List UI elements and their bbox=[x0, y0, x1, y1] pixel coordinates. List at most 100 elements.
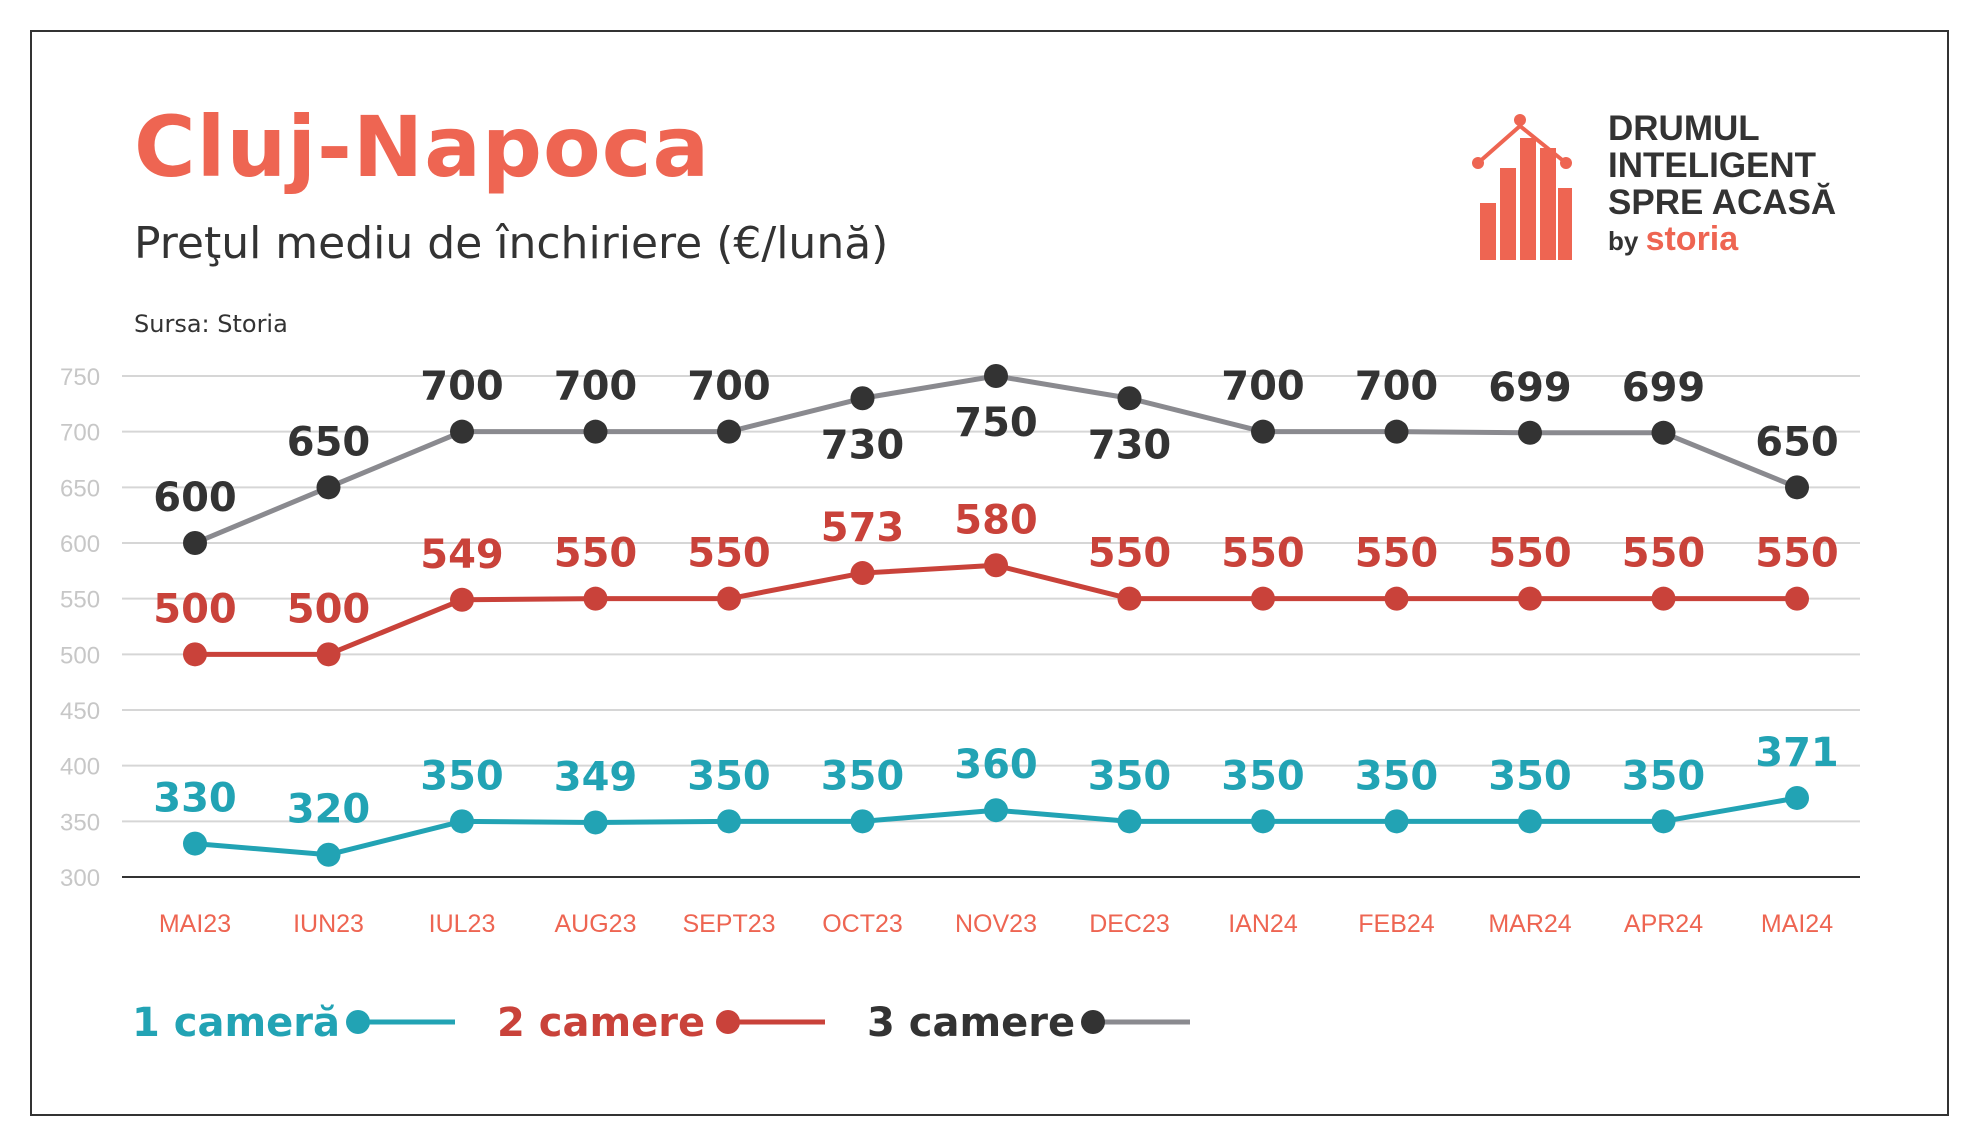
y-tick-label: 450 bbox=[60, 698, 100, 725]
legend-label: 2 camere bbox=[497, 1000, 705, 1046]
data-point bbox=[1518, 420, 1542, 445]
data-label: 650 bbox=[1755, 419, 1839, 465]
data-point bbox=[183, 642, 207, 667]
page-title: Cluj-Napoca bbox=[134, 98, 711, 196]
data-label: 750 bbox=[954, 400, 1038, 446]
data-label: 700 bbox=[554, 364, 638, 410]
data-point bbox=[316, 642, 341, 667]
data-label: 730 bbox=[821, 422, 905, 468]
data-label: 700 bbox=[420, 364, 504, 410]
x-tick-label: IAN24 bbox=[1228, 910, 1298, 938]
data-point bbox=[1251, 586, 1275, 611]
data-label: 350 bbox=[1355, 753, 1439, 799]
legend-label: 1 cameră bbox=[132, 1000, 340, 1046]
y-tick-label: 750 bbox=[60, 364, 100, 391]
x-tick-label: MAR24 bbox=[1488, 910, 1571, 938]
data-point bbox=[1651, 586, 1676, 611]
data-point bbox=[183, 831, 207, 856]
data-point bbox=[850, 386, 875, 411]
x-tick-label: NOV23 bbox=[955, 910, 1037, 938]
data-label: 550 bbox=[1355, 531, 1439, 577]
data-point bbox=[1117, 386, 1142, 411]
y-tick-label: 500 bbox=[60, 642, 100, 669]
source-note: Sursa: Storia bbox=[134, 310, 288, 338]
data-point bbox=[1384, 809, 1409, 834]
y-tick-label: 300 bbox=[60, 865, 100, 892]
data-point bbox=[450, 587, 474, 612]
series-line-2 bbox=[195, 562, 1797, 657]
data-label: 350 bbox=[1088, 753, 1172, 799]
data-label: 700 bbox=[1355, 364, 1439, 410]
data-label: 350 bbox=[1221, 753, 1305, 799]
data-point bbox=[1651, 809, 1676, 834]
data-label: 500 bbox=[287, 586, 371, 632]
data-label: 360 bbox=[954, 742, 1038, 788]
x-tick-label: IUL23 bbox=[429, 910, 496, 938]
logo-house-bars-icon bbox=[1472, 114, 1572, 260]
data-point bbox=[850, 809, 875, 834]
logo-by: by bbox=[1608, 226, 1639, 256]
chart-subtitle: Preţul mediu de închiriere (€/lună) bbox=[134, 218, 889, 269]
y-tick-label: 550 bbox=[60, 587, 100, 614]
data-point bbox=[850, 561, 875, 586]
data-label: 330 bbox=[153, 776, 237, 822]
x-tick-label: DEC23 bbox=[1089, 910, 1170, 938]
logo-brand: storia bbox=[1645, 220, 1739, 258]
data-point bbox=[1384, 419, 1409, 444]
data-point bbox=[1518, 809, 1542, 834]
data-label: 350 bbox=[1622, 753, 1706, 799]
y-tick-label: 350 bbox=[60, 809, 100, 836]
logo-byline: by storia bbox=[1608, 221, 1836, 260]
x-tick-label: SEPT23 bbox=[682, 910, 775, 938]
x-tick-label: MAI24 bbox=[1761, 910, 1833, 938]
data-point bbox=[583, 419, 608, 444]
data-point bbox=[1251, 419, 1275, 444]
data-point bbox=[1117, 809, 1142, 834]
y-tick-label: 400 bbox=[60, 754, 100, 781]
chart-frame bbox=[30, 30, 1949, 1116]
data-label: 350 bbox=[821, 753, 905, 799]
data-point bbox=[583, 586, 608, 611]
data-label: 600 bbox=[153, 475, 237, 521]
data-label: 350 bbox=[1488, 753, 1572, 799]
data-point bbox=[984, 364, 1008, 388]
data-point bbox=[1251, 809, 1275, 834]
data-label: 550 bbox=[1622, 531, 1706, 577]
data-label: 699 bbox=[1622, 365, 1706, 411]
logo-line-1: DRUMUL bbox=[1608, 109, 1760, 148]
data-point bbox=[316, 475, 341, 500]
x-tick-label: OCT23 bbox=[822, 910, 903, 938]
x-tick-label: AUG23 bbox=[555, 910, 637, 938]
data-point bbox=[450, 809, 474, 834]
data-point bbox=[1384, 586, 1409, 611]
data-point bbox=[1117, 586, 1142, 611]
data-label: 549 bbox=[420, 532, 504, 578]
data-point bbox=[717, 586, 741, 611]
data-label: 550 bbox=[1755, 531, 1839, 577]
data-label: 350 bbox=[420, 753, 504, 799]
legend-marker bbox=[716, 1010, 740, 1034]
logo-line-2: INTELIGENT bbox=[1608, 146, 1817, 185]
data-point bbox=[183, 531, 207, 555]
data-label: 700 bbox=[687, 364, 771, 410]
logo-line-3: SPRE ACASĂ bbox=[1608, 183, 1837, 222]
data-label: 699 bbox=[1488, 365, 1572, 411]
x-tick-label: IUN23 bbox=[293, 910, 364, 938]
x-tick-label: MAI23 bbox=[159, 910, 231, 938]
data-label: 573 bbox=[821, 505, 905, 551]
data-point bbox=[1518, 586, 1542, 611]
x-tick-label: FEB24 bbox=[1358, 910, 1435, 938]
data-label: 349 bbox=[554, 754, 638, 800]
legend-marker bbox=[346, 1010, 370, 1034]
y-tick-label: 650 bbox=[60, 475, 100, 502]
data-point bbox=[717, 809, 741, 834]
data-label: 371 bbox=[1755, 730, 1839, 776]
data-point bbox=[984, 798, 1008, 823]
y-tick-label: 600 bbox=[60, 531, 100, 558]
legend-marker bbox=[1081, 1010, 1105, 1034]
data-label: 730 bbox=[1088, 422, 1172, 468]
data-label: 550 bbox=[554, 531, 638, 577]
legend-label: 3 camere bbox=[867, 1000, 1075, 1046]
data-point bbox=[1785, 586, 1809, 611]
